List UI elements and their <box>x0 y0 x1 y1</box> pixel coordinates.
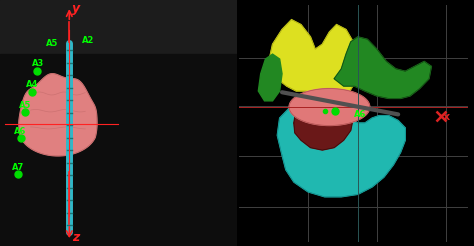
Text: A5: A5 <box>19 101 32 110</box>
Text: A4: A4 <box>26 80 38 89</box>
Text: A5: A5 <box>46 39 59 47</box>
Text: A2: A2 <box>82 36 95 45</box>
Text: A3: A3 <box>32 60 44 68</box>
Polygon shape <box>294 93 353 150</box>
Polygon shape <box>268 20 360 98</box>
Text: A6: A6 <box>14 127 27 136</box>
Polygon shape <box>258 54 282 101</box>
Polygon shape <box>19 74 97 156</box>
Text: A6: A6 <box>354 110 366 119</box>
Polygon shape <box>334 37 431 98</box>
Bar <box>0 0 237 54</box>
Text: A7: A7 <box>12 163 24 172</box>
Bar <box>0 54 237 246</box>
Text: z: z <box>72 231 79 244</box>
Text: x: x <box>443 112 450 122</box>
Polygon shape <box>289 89 370 125</box>
Text: y: y <box>72 2 80 15</box>
Polygon shape <box>277 103 405 197</box>
